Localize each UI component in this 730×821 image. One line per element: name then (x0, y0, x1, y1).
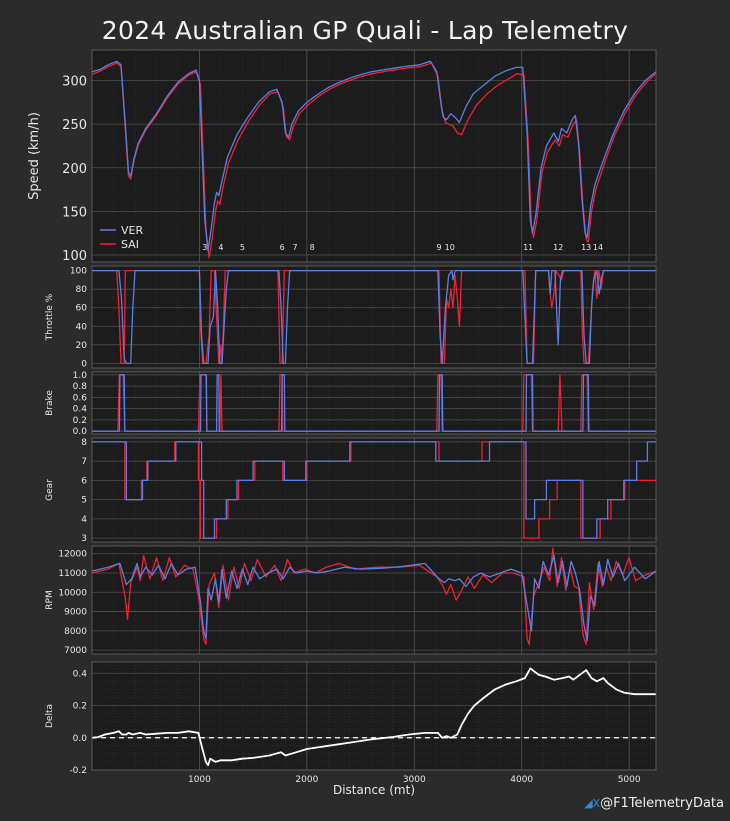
panel-1: 0 20 40 60 80 100 Throttle % (45, 265, 657, 369)
corner-label: 9 (436, 243, 441, 252)
y-tick-label: -0.2 (69, 766, 87, 776)
panel-4: 7000 8000 9000 10000 11000 12000 RPM (45, 545, 657, 656)
panel-background (92, 662, 656, 770)
corner-label: 4 (218, 243, 223, 252)
y-tick-label: 300 (62, 75, 87, 90)
panel-background (92, 372, 656, 434)
x-tick-label: 5000 (618, 775, 641, 785)
corner-label: 10 (445, 243, 455, 252)
y-tick-label: 9000 (64, 608, 87, 618)
y-tick-label: 5 (81, 496, 87, 506)
y-tick-label: 60 (76, 304, 88, 314)
corner-label: 14 (593, 243, 603, 252)
panel-border (91, 371, 657, 435)
panel-3: 3 4 5 6 7 8 Gear (45, 437, 657, 544)
y-tick-label: 100 (62, 249, 87, 264)
series-line-sai (92, 441, 656, 539)
y-tick-label: 80 (76, 285, 88, 295)
corner-label: 13 (581, 243, 591, 252)
series-line-ver (92, 441, 656, 539)
x-tick-label: 3000 (403, 775, 426, 785)
panel-0: 100 150 200 250 300 Speed (km/h) 3 4 5 6 7 8 9 10 11 12… (27, 49, 657, 264)
corner-label: 11 (523, 243, 533, 252)
series-line-ver (91, 60, 657, 252)
x-axis-label: Distance (mt) (333, 783, 415, 797)
y-tick-label: 0.2 (73, 416, 87, 426)
y-tick-label: 0 (81, 359, 87, 369)
y-axis-label: RPM (45, 590, 55, 609)
y-tick-label: 0.4 (73, 405, 88, 415)
y-tick-label: 40 (76, 322, 88, 332)
panel-background (92, 50, 656, 262)
y-tick-label: 0.8 (73, 382, 88, 392)
series-line-sai (91, 547, 657, 646)
corner-label: 5 (240, 243, 245, 252)
legend-label-ver: VER (121, 224, 143, 237)
y-tick-label: 100 (70, 267, 87, 277)
y-tick-label: 7 (81, 457, 87, 467)
panel-2: 0.00.20.4 0.60.81.0 Brake (45, 371, 657, 437)
y-tick-label: 10000 (58, 588, 87, 598)
y-tick-label: 0.0 (73, 427, 88, 437)
y-axis-label: Gear (45, 479, 55, 501)
y-axis-label: Speed (km/h) (27, 112, 42, 200)
y-tick-label: 11000 (58, 569, 87, 579)
y-axis-label: Throttle % (45, 293, 55, 341)
panel-5: -0.2 0.0 0.2 0.4 Delta 1000 2000 3000 4000 5000 Di… (45, 661, 657, 797)
corner-label: 8 (310, 243, 315, 252)
series-line-ver (92, 269, 656, 365)
watermark: ◢X@F1TelemetryData (584, 796, 724, 811)
y-tick-label: 20 (76, 341, 88, 351)
watermark-handle: @F1TelemetryData (600, 796, 724, 811)
y-tick-label: 0.2 (73, 702, 87, 712)
y-tick-label: 8 (81, 438, 87, 448)
y-tick-label: 0.0 (73, 734, 88, 744)
panel-border (91, 545, 657, 655)
y-tick-label: 200 (62, 162, 87, 177)
corner-label: 3 (202, 243, 207, 252)
panel-background (92, 266, 656, 368)
y-tick-label: 250 (62, 118, 87, 133)
y-axis-label: Delta (45, 704, 55, 728)
series-line-ver (91, 554, 657, 642)
y-tick-label: 0.6 (73, 393, 88, 403)
panel-border (91, 49, 657, 263)
y-tick-label: 12000 (58, 550, 87, 560)
corner-label: 6 (280, 243, 285, 252)
series-line-sai (92, 269, 656, 365)
x-tick-label: 2000 (295, 775, 318, 785)
corner-label: 12 (553, 243, 563, 252)
y-tick-label: 4 (81, 515, 87, 525)
y-tick-label: 0.4 (73, 669, 88, 679)
y-tick-label: 150 (62, 205, 87, 220)
panel-background (92, 438, 656, 542)
corner-label: 7 (292, 243, 297, 252)
twitter-x-icon: ◢X (584, 797, 601, 810)
panel-border (91, 661, 657, 771)
y-tick-label: 3 (81, 534, 87, 544)
y-tick-label: 1.0 (73, 371, 88, 381)
legend-label-sai: SAI (121, 238, 139, 251)
panel-border (91, 265, 657, 369)
series-line-sai (91, 62, 657, 259)
chart-title: 2024 Australian GP Quali - Lap Telemetry (101, 16, 629, 45)
y-tick-label: 6 (81, 476, 87, 486)
y-axis-label: Brake (45, 390, 55, 416)
series-line-delta (91, 667, 656, 767)
x-tick-label: 4000 (510, 775, 533, 785)
series-line-ver (92, 374, 656, 432)
x-tick-label: 1000 (188, 775, 211, 785)
y-tick-label: 7000 (64, 646, 87, 656)
panel-border (91, 437, 657, 543)
y-tick-label: 8000 (64, 627, 87, 637)
